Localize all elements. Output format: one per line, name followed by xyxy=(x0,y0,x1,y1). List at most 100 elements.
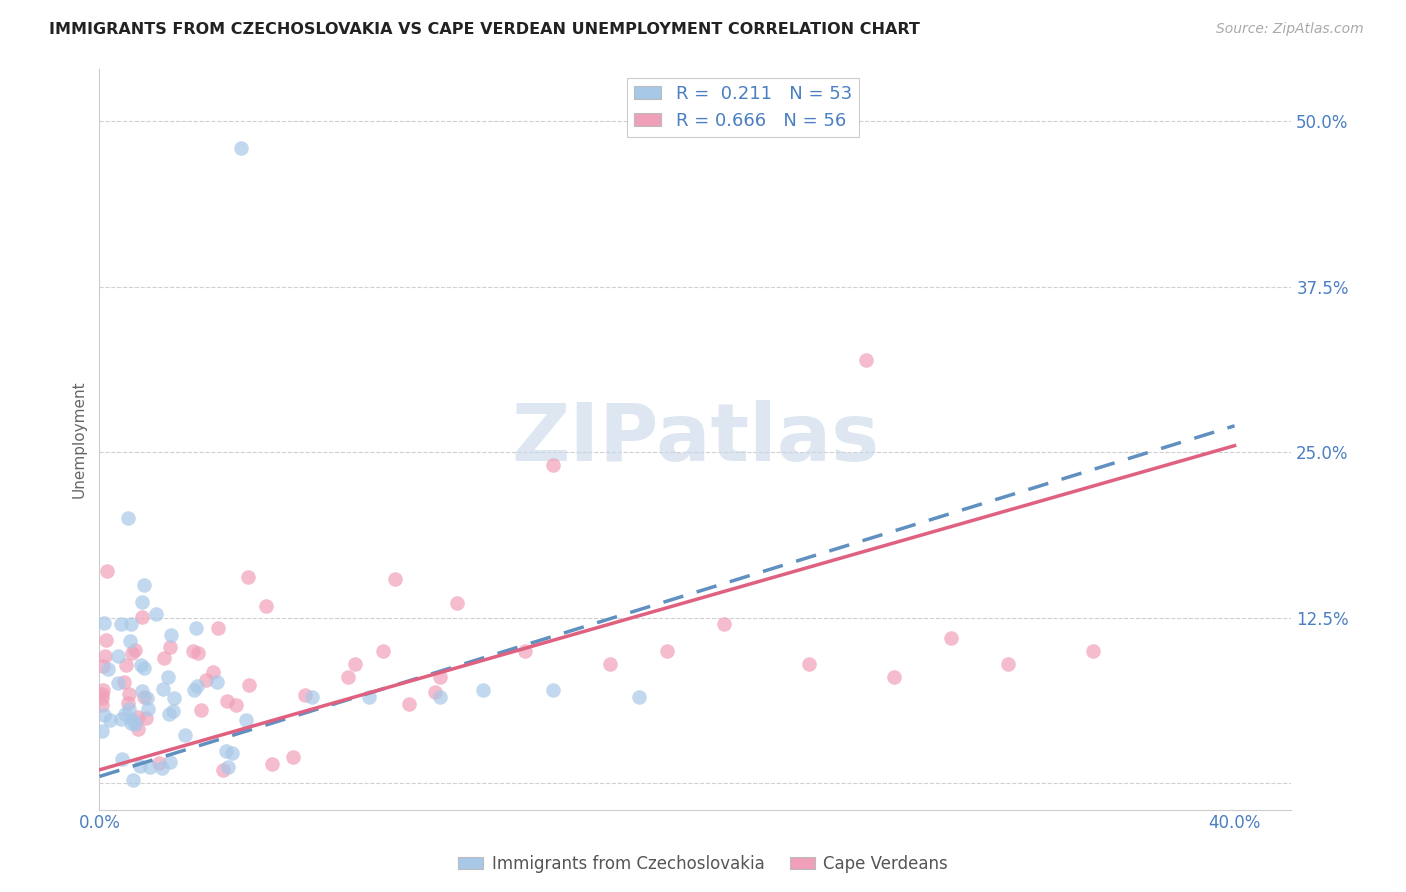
Point xyxy=(124,643,146,657)
Point xyxy=(429,670,451,684)
Text: IMMIGRANTS FROM CZECHOSLOVAKIA VS CAPE VERDEAN UNEMPLOYMENT CORRELATION CHART: IMMIGRANTS FROM CZECHOSLOVAKIA VS CAPE V… xyxy=(49,22,920,37)
Point xyxy=(91,690,114,705)
Point xyxy=(110,712,132,726)
Point xyxy=(145,607,167,621)
Point xyxy=(118,633,141,648)
Point xyxy=(997,657,1019,671)
Point xyxy=(543,683,565,698)
Point xyxy=(398,698,420,712)
Point xyxy=(190,703,212,717)
Point xyxy=(131,610,153,624)
Point xyxy=(160,628,183,642)
Point xyxy=(129,657,152,672)
Point xyxy=(131,595,153,609)
Point xyxy=(513,644,536,658)
Point xyxy=(127,710,149,724)
Point xyxy=(343,657,366,671)
Point xyxy=(1081,644,1104,658)
Point xyxy=(157,706,180,721)
Point xyxy=(429,690,451,704)
Text: ZIPatlas: ZIPatlas xyxy=(512,400,880,478)
Point xyxy=(121,713,143,727)
Point xyxy=(97,662,120,676)
Point xyxy=(118,687,141,701)
Point xyxy=(797,657,820,671)
Point xyxy=(96,564,118,578)
Point xyxy=(135,711,157,725)
Point xyxy=(132,578,155,592)
Point xyxy=(117,511,139,525)
Point xyxy=(135,691,157,706)
Point xyxy=(153,651,176,665)
Point xyxy=(112,674,135,689)
Point xyxy=(94,632,117,647)
Point xyxy=(599,657,621,671)
Point xyxy=(124,717,146,731)
Point xyxy=(235,713,257,727)
Point xyxy=(120,716,142,731)
Point xyxy=(117,696,139,710)
Point xyxy=(118,702,141,716)
Point xyxy=(132,690,155,704)
Point xyxy=(373,644,395,658)
Point xyxy=(107,676,129,690)
Point xyxy=(294,688,316,702)
Point xyxy=(194,673,217,688)
Point xyxy=(115,657,138,672)
Point xyxy=(128,759,150,773)
Point xyxy=(156,670,179,684)
Point xyxy=(139,760,162,774)
Point xyxy=(713,617,735,632)
Point xyxy=(221,746,243,760)
Point xyxy=(543,458,565,473)
Point xyxy=(357,690,380,704)
Point xyxy=(150,761,173,775)
Point xyxy=(181,644,204,658)
Point xyxy=(231,141,253,155)
Point xyxy=(423,685,446,699)
Point xyxy=(384,572,406,586)
Point xyxy=(159,755,181,769)
Point xyxy=(148,756,170,770)
Point xyxy=(174,728,197,742)
Point xyxy=(254,599,277,613)
Point xyxy=(215,694,238,708)
Point xyxy=(281,750,304,764)
Point xyxy=(939,631,962,645)
Text: Source: ZipAtlas.com: Source: ZipAtlas.com xyxy=(1216,22,1364,37)
Point xyxy=(91,698,114,712)
Point xyxy=(152,682,174,697)
Point xyxy=(238,678,260,692)
Point xyxy=(236,570,259,584)
Point xyxy=(855,352,877,367)
Point xyxy=(91,724,114,739)
Point xyxy=(122,772,145,787)
Point xyxy=(93,708,115,723)
Point xyxy=(91,687,114,701)
Point xyxy=(163,690,186,705)
Point xyxy=(201,665,224,679)
Point xyxy=(446,596,468,610)
Point xyxy=(187,646,209,660)
Point xyxy=(91,682,114,697)
Point xyxy=(131,684,153,698)
Point xyxy=(134,661,156,675)
Point xyxy=(94,649,117,664)
Point xyxy=(627,690,650,704)
Point xyxy=(186,679,208,693)
Point xyxy=(184,621,207,635)
Point xyxy=(107,649,129,664)
Point xyxy=(336,670,359,684)
Point xyxy=(110,617,132,632)
Point xyxy=(121,646,143,660)
Point xyxy=(301,690,323,704)
Point xyxy=(183,683,205,698)
Point xyxy=(159,640,181,655)
Point xyxy=(98,713,121,727)
Point xyxy=(883,670,905,684)
Point xyxy=(93,615,115,630)
Point xyxy=(136,702,159,716)
Y-axis label: Unemployment: Unemployment xyxy=(72,380,86,498)
Point xyxy=(111,752,134,766)
Legend: R =  0.211   N = 53, R = 0.666   N = 56: R = 0.211 N = 53, R = 0.666 N = 56 xyxy=(627,78,859,137)
